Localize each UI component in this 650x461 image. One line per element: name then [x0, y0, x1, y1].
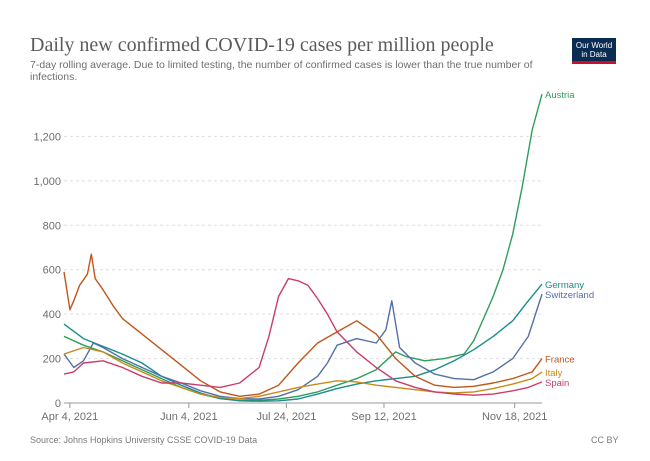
series-label-france[interactable]: France — [545, 355, 575, 366]
series-line-italy[interactable] — [63, 346, 543, 400]
y-tick-label: 400 — [43, 309, 61, 321]
series-label-switzerland[interactable]: Switzerland — [545, 290, 594, 301]
x-tick-label: Sep 12, 2021 — [351, 411, 416, 423]
owid-logo[interactable]: Our World in Data — [572, 38, 616, 64]
logo-line-1: Our World — [575, 41, 613, 50]
logo-line-2: in Data — [581, 50, 607, 59]
y-tick-label: 1,200 — [33, 131, 61, 143]
series-label-spain[interactable]: Spain — [545, 378, 569, 389]
series-line-spain[interactable] — [63, 277, 543, 396]
series-line-switzerland[interactable] — [63, 293, 543, 400]
source-note: Source: Johns Hopkins University CSSE CO… — [30, 435, 258, 445]
x-tick-label: Nov 18, 2021 — [482, 411, 547, 423]
x-tick-label: Apr 4, 2021 — [41, 411, 98, 423]
series-line-france[interactable] — [63, 253, 543, 397]
series-label-austria[interactable]: Austria — [545, 90, 575, 101]
series-label-italy[interactable]: Italy — [545, 368, 563, 379]
series-label-germany[interactable]: Germany — [545, 280, 584, 291]
chart-title: Daily new confirmed COVID-19 cases per m… — [30, 34, 494, 56]
chart-subtitle: 7-day rolling average. Due to limited te… — [30, 59, 533, 83]
y-tick-label: 0 — [55, 398, 61, 410]
series-line-germany[interactable] — [63, 283, 543, 402]
y-tick-label: 1,000 — [33, 176, 61, 188]
x-tick-label: Jun 4, 2021 — [160, 411, 218, 423]
y-tick-label: 600 — [43, 265, 61, 277]
license-link[interactable]: CC BY — [591, 435, 619, 445]
y-tick-label: 200 — [43, 354, 61, 366]
x-tick-label: Jul 24, 2021 — [256, 411, 316, 423]
series-line-austria[interactable] — [63, 94, 543, 401]
y-tick-label: 800 — [43, 220, 61, 232]
